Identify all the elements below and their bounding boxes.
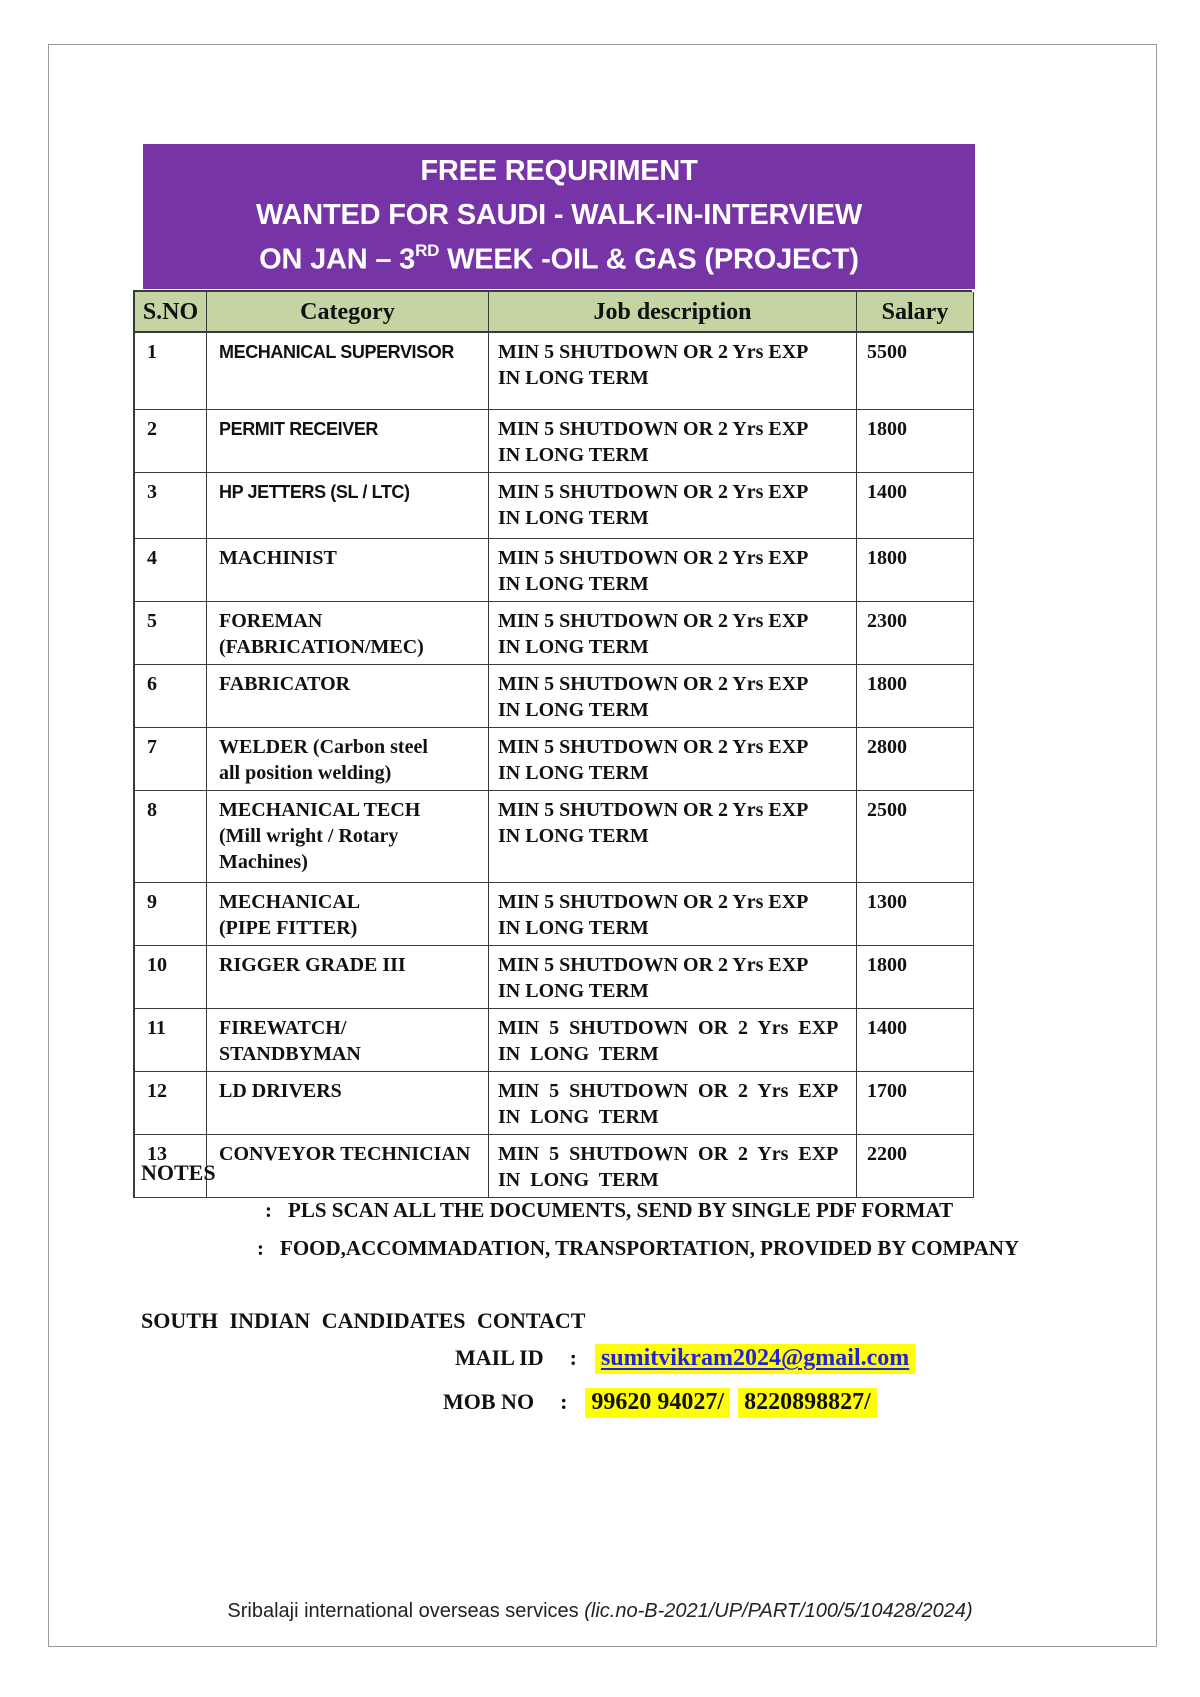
category-cell: FIREWATCH/ STANDBYMAN [207,1009,489,1072]
header-sno: S.NO [135,292,207,333]
sno-cell: 1 [135,333,207,410]
salary-cell: 1800 [857,410,974,473]
category-cell: WELDER (Carbon steel all position weldin… [207,728,489,791]
table-header-row: S.NO Category Job description Salary [135,292,974,333]
header-salary: Salary [857,292,974,333]
category-cell: MECHANICAL TECH (Mill wright / Rotary Ma… [207,791,489,883]
header-job-description: Job description [489,292,857,333]
footer-company: Sribalaji international overseas service… [227,1600,585,1622]
salary-cell: 1800 [857,946,974,1009]
note-colon: : [257,1236,264,1260]
mail-id-label: MAIL ID [455,1345,544,1370]
table-row: 7 WELDER (Carbon steel all position weld… [135,728,974,791]
salary-cell: 1800 [857,539,974,602]
banner-line-3-prefix: ON JAN – 3 [259,243,416,276]
category-cell: MACHINIST [207,539,489,602]
category-cell: MECHANICAL (PIPE FITTER) [207,883,489,946]
contact-heading: SOUTH INDIAN CANDIDATES CONTACT [141,1308,586,1333]
salary-cell: 2500 [857,791,974,883]
category-cell: HP JETTERS (SL / LTC) [207,473,489,539]
category-cell: CONVEYOR TECHNICIAN [207,1135,489,1198]
job-cell: MIN 5 SHUTDOWN OR 2 Yrs EXP IN LONG TERM [489,728,857,791]
sno-cell: 12 [135,1072,207,1135]
notes-heading: NOTES [141,1160,216,1185]
sno-cell: 8 [135,791,207,883]
table-row: 13 CONVEYOR TECHNICIAN MIN 5 SHUTDOWN OR… [135,1135,974,1198]
email-highlight: sumitvikram2024@gmail.com [594,1344,916,1374]
sno-cell: 7 [135,728,207,791]
note-item: : FOOD,ACCOMMADATION, TRANSPORTATION, PRO… [257,1236,1019,1261]
table-row: 12 LD DRIVERS MIN 5 SHUTDOWN OR 2 Yrs EX… [135,1072,974,1135]
salary-cell: 1400 [857,473,974,539]
mail-colon: : [569,1345,577,1370]
banner: FREE REQURIMENT WANTED FOR SAUDI - WALK-… [143,144,975,289]
table-row: 6 FABRICATOR MIN 5 SHUTDOWN OR 2 Yrs EXP… [135,665,974,728]
sno-cell: 9 [135,883,207,946]
sno-cell: 3 [135,473,207,539]
sno-cell: 4 [135,539,207,602]
job-cell: MIN 5 SHUTDOWN OR 2 Yrs EXP IN LONG TERM [489,1135,857,1198]
salary-cell: 2800 [857,728,974,791]
banner-line-3-ordinal: RD [415,241,440,261]
mob-colon: : [560,1389,568,1414]
note-item: : PLS SCAN ALL THE DOCUMENTS, SEND BY SIN… [265,1198,953,1223]
category-cell: FABRICATOR [207,665,489,728]
sno-cell: 11 [135,1009,207,1072]
category-cell: PERMIT RECEIVER [207,410,489,473]
note-colon: : [265,1198,272,1222]
job-cell: MIN 5 SHUTDOWN OR 2 Yrs EXP IN LONG TERM [489,333,857,410]
job-cell: MIN 5 SHUTDOWN OR 2 Yrs EXP IN LONG TERM [489,946,857,1009]
job-cell: MIN 5 SHUTDOWN OR 2 Yrs EXP IN LONG TERM [489,883,857,946]
sno-cell: 6 [135,665,207,728]
banner-line-3-suffix: WEEK -OIL & GAS (PROJECT) [439,243,859,276]
category-cell: LD DRIVERS [207,1072,489,1135]
table-row: 4 MACHINIST MIN 5 SHUTDOWN OR 2 Yrs EXP … [135,539,974,602]
category-cell: FOREMAN (FABRICATION/MEC) [207,602,489,665]
mail-row: MAIL ID : sumitvikram2024@gmail.com [455,1344,916,1374]
salary-cell: 1800 [857,665,974,728]
category-cell: RIGGER GRADE III [207,946,489,1009]
job-cell: MIN 5 SHUTDOWN OR 2 Yrs EXP IN LONG TERM [489,791,857,883]
table-row: 8 MECHANICAL TECH (Mill wright / Rotary … [135,791,974,883]
job-cell: MIN 5 SHUTDOWN OR 2 Yrs EXP IN LONG TERM [489,665,857,728]
category-cell: MECHANICAL SUPERVISOR [207,333,489,410]
footer: Sribalaji international overseas service… [0,1600,1200,1623]
job-cell: MIN 5 SHUTDOWN OR 2 Yrs EXP IN LONG TERM [489,1072,857,1135]
table-row: 5 FOREMAN (FABRICATION/MEC) MIN 5 SHUTDO… [135,602,974,665]
mob-no-label: MOB NO [443,1389,535,1414]
mobile-number-2: 8220898827/ [738,1388,877,1418]
job-cell: MIN 5 SHUTDOWN OR 2 Yrs EXP IN LONG TERM [489,410,857,473]
job-cell: MIN 5 SHUTDOWN OR 2 Yrs EXP IN LONG TERM [489,602,857,665]
job-cell: MIN 5 SHUTDOWN OR 2 Yrs EXP IN LONG TERM [489,539,857,602]
job-table: S.NO Category Job description Salary 1 M… [133,290,974,1198]
salary-cell: 1400 [857,1009,974,1072]
sno-cell: 10 [135,946,207,1009]
banner-line-1: FREE REQURIMENT [420,155,698,188]
salary-cell: 1700 [857,1072,974,1135]
mobile-number-1: 99620 94027/ [585,1388,731,1418]
table-row: 11 FIREWATCH/ STANDBYMAN MIN 5 SHUTDOWN … [135,1009,974,1072]
job-cell: MIN 5 SHUTDOWN OR 2 Yrs EXP IN LONG TERM [489,1009,857,1072]
sno-cell: 2 [135,410,207,473]
table-row: 10 RIGGER GRADE III MIN 5 SHUTDOWN OR 2 … [135,946,974,1009]
salary-cell: 2200 [857,1135,974,1198]
salary-cell: 1300 [857,883,974,946]
mobile-row: MOB NO : 99620 94027/ 8220898827/ [443,1388,877,1418]
banner-line-3: ON JAN – 3RD WEEK -OIL & GAS (PROJECT) [143,241,975,277]
note-text: FOOD,ACCOMMADATION, TRANSPORTATION, PROV… [280,1236,1020,1260]
table-row: 1 MECHANICAL SUPERVISOR MIN 5 SHUTDOWN O… [135,333,974,410]
table-row: 2 PERMIT RECEIVER MIN 5 SHUTDOWN OR 2 Yr… [135,410,974,473]
salary-cell: 5500 [857,333,974,410]
sno-cell: 5 [135,602,207,665]
table-row: 3 HP JETTERS (SL / LTC) MIN 5 SHUTDOWN O… [135,473,974,539]
header-category: Category [207,292,489,333]
banner-line-2: WANTED FOR SAUDI - WALK-IN-INTERVIEW [255,199,863,232]
sno-cell: 13 [135,1135,207,1198]
table-row: 9 MECHANICAL (PIPE FITTER) MIN 5 SHUTDOW… [135,883,974,946]
footer-license: (lic.no-B-2021/UP/PART/100/5/10428/2024) [584,1600,973,1622]
salary-cell: 2300 [857,602,974,665]
email-link[interactable]: sumitvikram2024@gmail.com [600,1345,910,1371]
note-text: PLS SCAN ALL THE DOCUMENTS, SEND BY SING… [288,1198,954,1222]
job-cell: MIN 5 SHUTDOWN OR 2 Yrs EXP IN LONG TERM [489,473,857,539]
